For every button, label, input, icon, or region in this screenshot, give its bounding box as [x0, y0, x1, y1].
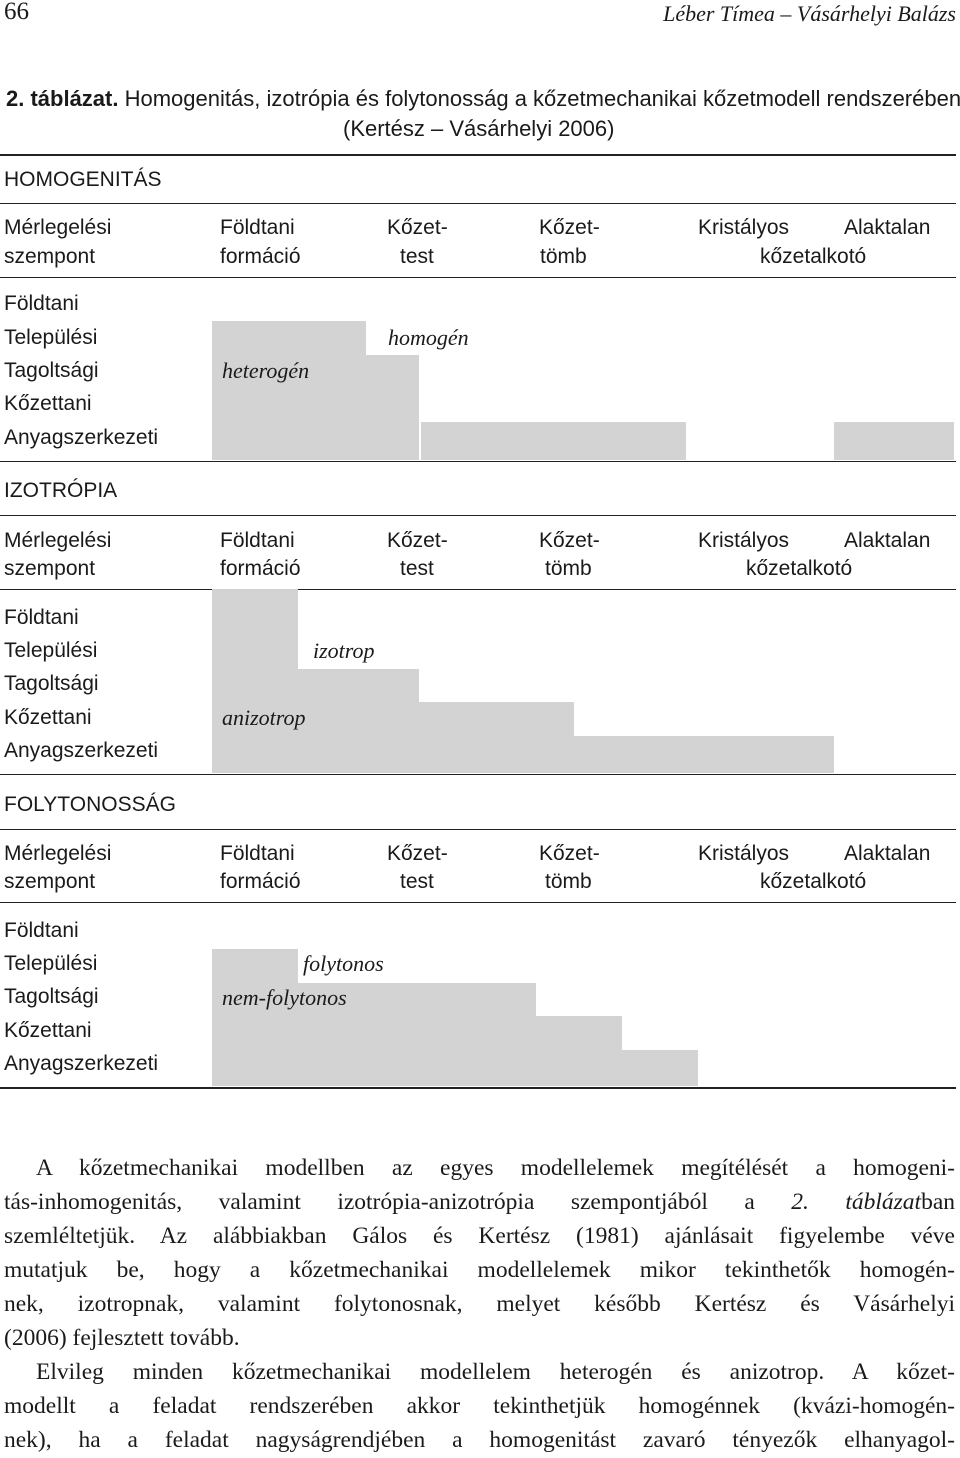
heterogen-label: heterogén	[222, 358, 310, 383]
anizotrop-cell	[574, 736, 834, 773]
paragraph-line: tás-inhomogenitás, valamint izotrópia-an…	[4, 1185, 955, 1219]
header-col-1b: formáció	[220, 557, 301, 580]
header-col-1a: Földtani	[220, 842, 295, 865]
folytonos-label: folytonos	[303, 951, 384, 976]
nem-folytonos-cell	[536, 1016, 622, 1086]
nem-folytonos-cell	[212, 949, 298, 1086]
heterogen-cell	[212, 321, 366, 460]
anizotrop-cell	[212, 589, 298, 773]
header-col-2a: Kőzet-	[387, 842, 448, 865]
header-col-2b: test	[400, 870, 434, 893]
header-col-3b: tömb	[545, 870, 592, 893]
table-caption-source: (Kertész – Vásárhelyi 2006)	[343, 116, 615, 141]
header-col-45b: kőzetalkotó	[760, 245, 867, 268]
section-rule	[0, 515, 956, 516]
paragraph-1: A kőzetmechanikai modellben az egyes mod…	[4, 1151, 955, 1355]
paragraph-2: Elvileg minden kőzetmechanikai modellele…	[4, 1355, 955, 1457]
paragraph-line: A kőzetmechanikai modellben az egyes mod…	[36, 1155, 955, 1181]
header-col-3a: Kőzet-	[539, 216, 600, 239]
header-rule	[0, 589, 956, 590]
row-label-anyagszerkezeti: Anyagszerkezeti	[4, 739, 159, 762]
row-label-telepulesi: Települési	[4, 639, 98, 662]
heterogen-cell	[834, 422, 954, 460]
row-label-foldtani: Földtani	[4, 919, 79, 942]
header-col-0a: Mérlegelési	[4, 529, 112, 552]
header-col-4a: Kristályos	[698, 216, 790, 239]
header-col-1a: Földtani	[220, 529, 295, 552]
header-col-4a: Kristályos	[698, 529, 790, 552]
table-caption-text: Homogenitás, izotrópia és folytonosság a…	[124, 86, 960, 111]
nem-folytonos-cell	[622, 1050, 698, 1086]
section-rule	[0, 774, 956, 775]
header-rule	[0, 277, 956, 278]
row-label-kozettani: Kőzettani	[4, 1019, 92, 1042]
header-col-2b: test	[400, 245, 434, 268]
header-col-0b: szempont	[4, 557, 96, 580]
header-col-1a: Földtani	[220, 216, 295, 239]
header-col-5a: Alaktalan	[844, 529, 931, 552]
section-rule	[0, 461, 956, 462]
section-title-izotropia: IZOTRÓPIA	[4, 479, 118, 502]
anizotrop-cell	[298, 669, 419, 773]
row-label-tagoltsagi: Tagoltsági	[4, 672, 99, 695]
header-col-2a: Kőzet-	[387, 216, 448, 239]
header-col-1b: formáció	[220, 245, 301, 268]
section-rule	[0, 829, 956, 830]
row-label-telepulesi: Települési	[4, 952, 98, 975]
row-label-foldtani: Földtani	[4, 606, 79, 629]
header-col-3b: tömb	[540, 245, 587, 268]
paragraph-line-text: tás-inhomogenitás, valamint izotrópia-an…	[4, 1189, 792, 1215]
row-label-foldtani: Földtani	[4, 292, 79, 315]
paragraph-line: mutatjuk be, hogy a kőzetmechanikai mode…	[4, 1257, 955, 1283]
paragraph-line: nek, izotropnak, valamint folytonosnak, …	[4, 1291, 955, 1317]
table-caption: 2. táblázat. Homogenitás, izotrópia és f…	[6, 86, 960, 112]
row-label-anyagszerkezeti: Anyagszerkezeti	[4, 426, 159, 449]
header-col-45b: kőzetalkotó	[760, 870, 867, 893]
row-label-anyagszerkezeti: Anyagszerkezeti	[4, 1052, 159, 1075]
header-col-3b: tömb	[545, 557, 592, 580]
header-col-2b: test	[400, 557, 434, 580]
header-col-0a: Mérlegelési	[4, 216, 112, 239]
paragraph-line: (2006) fejlesztett tovább.	[4, 1325, 240, 1351]
homogen-label: homogén	[388, 325, 469, 350]
row-label-tagoltsagi: Tagoltsági	[4, 985, 99, 1008]
header-col-3a: Kőzet-	[539, 529, 600, 552]
header-col-1b: formáció	[220, 870, 301, 893]
table-caption-label: 2. táblázat.	[6, 86, 119, 111]
nem-folytonos-label: nem-folytonos	[222, 985, 347, 1010]
heterogen-cell	[366, 355, 419, 460]
header-col-3a: Kőzet-	[539, 842, 600, 865]
paragraph-line: nek), ha a feladat nagyságrendjében a ho…	[4, 1427, 955, 1453]
header-col-0b: szempont	[4, 245, 96, 268]
table-bottom-rule	[0, 1087, 956, 1089]
table-reference-suffix: ban	[921, 1189, 955, 1215]
section-rule	[0, 203, 956, 204]
header-col-45b: kőzetalkotó	[746, 557, 853, 580]
header-col-2a: Kőzet-	[387, 529, 448, 552]
paragraph-line: modellt a feladat rendszerében akkor tek…	[4, 1393, 955, 1419]
section-title-homogenitas: HOMOGENITÁS	[4, 168, 162, 191]
table-reference: 2. táblázat	[791, 1189, 922, 1215]
paragraph-line: Elvileg minden kőzetmechanikai modellele…	[36, 1359, 955, 1385]
paragraph-line: szemléltetjük. Az alábbiakban Gálos és K…	[4, 1223, 955, 1249]
izotrop-label: izotrop	[313, 638, 375, 663]
row-label-kozettani: Kőzettani	[4, 392, 92, 415]
row-label-telepulesi: Települési	[4, 326, 98, 349]
section-title-folytonossag: FOLYTONOSSÁG	[4, 793, 176, 816]
running-head: Léber Tímea – Vásárhelyi Balázs	[663, 1, 956, 26]
row-label-tagoltsagi: Tagoltsági	[4, 359, 99, 382]
header-col-0a: Mérlegelési	[4, 842, 112, 865]
anizotrop-cell	[419, 702, 574, 773]
table-top-rule	[0, 154, 956, 156]
anizotrop-label: anizotrop	[222, 705, 306, 730]
nem-folytonos-cell	[298, 983, 536, 1086]
row-label-kozettani: Kőzettani	[4, 706, 92, 729]
header-col-5a: Alaktalan	[844, 216, 931, 239]
header-col-0b: szempont	[4, 870, 96, 893]
heterogen-cell	[421, 422, 686, 460]
page-number: 66	[4, 0, 29, 25]
header-rule	[0, 902, 956, 903]
header-col-4a: Kristályos	[698, 842, 790, 865]
header-col-5a: Alaktalan	[844, 842, 931, 865]
